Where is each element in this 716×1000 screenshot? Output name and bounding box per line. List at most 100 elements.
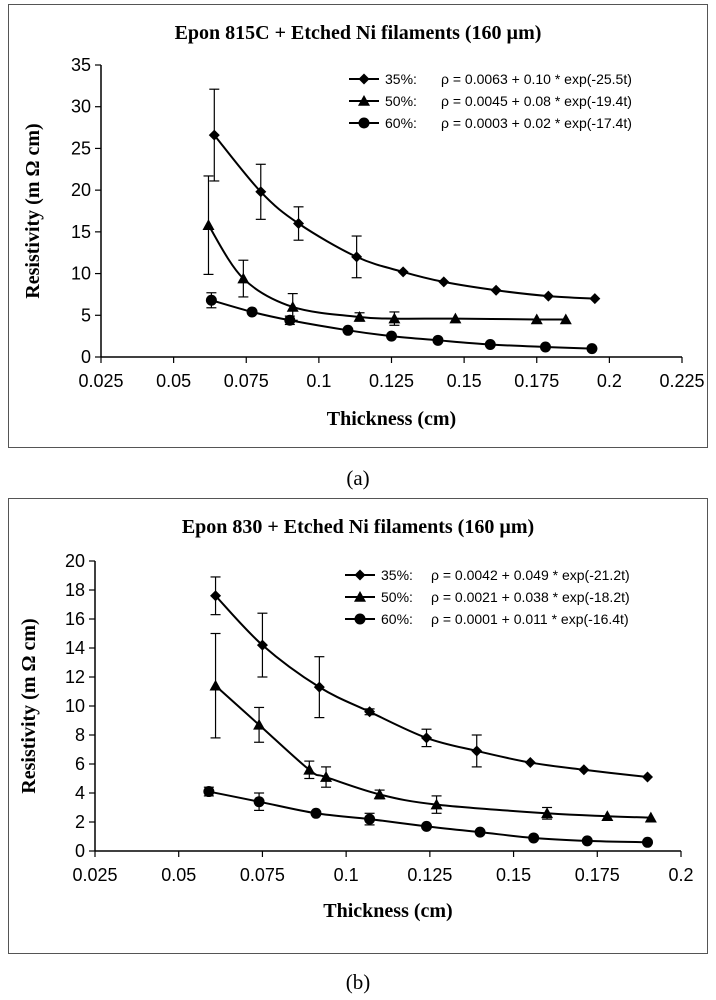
x-tick-label: 0.075 — [224, 371, 269, 391]
data-point-triangle — [320, 771, 333, 782]
series-0 — [210, 576, 654, 783]
data-point-circle — [586, 343, 598, 355]
data-point-diamond — [642, 771, 654, 783]
x-tick-label: 0.025 — [78, 371, 123, 391]
data-point-circle — [342, 324, 354, 336]
data-point-diamond — [490, 284, 502, 296]
y-tick-label: 0 — [81, 347, 91, 367]
data-point-diamond — [364, 706, 376, 718]
data-point-circle — [310, 807, 322, 819]
x-tick-label: 0.1 — [334, 865, 359, 885]
x-tick-label: 0.05 — [161, 865, 196, 885]
legend-name: 35%: — [385, 71, 417, 87]
y-tick-label: 4 — [75, 783, 85, 803]
x-tick-label: 0.2 — [597, 371, 622, 391]
data-point-diamond — [313, 681, 325, 693]
data-point-triangle — [644, 811, 657, 823]
data-point-diamond — [438, 276, 450, 288]
chart-title: Epon 830 + Etched Ni filaments (160 µm) — [182, 516, 534, 538]
data-point-diamond — [421, 732, 433, 744]
data-point-circle — [203, 786, 215, 798]
data-point-triangle — [430, 798, 443, 810]
y-tick-label: 12 — [65, 667, 85, 687]
x-axis-label: Thickness (cm) — [323, 900, 452, 922]
x-tick-label: 0.15 — [496, 865, 531, 885]
data-point-circle — [642, 836, 654, 848]
y-tick-label: 10 — [71, 264, 91, 284]
data-point-circle — [364, 813, 376, 825]
series-1 — [209, 632, 657, 823]
legend-equation: ρ = 0.0042 + 0.049 * exp(-21.2t) — [431, 567, 630, 583]
data-point-circle — [484, 338, 496, 350]
legend-marker-diamond — [354, 569, 366, 581]
data-point-diamond — [210, 590, 222, 602]
y-tick-label: 14 — [65, 638, 85, 658]
data-point-circle — [386, 330, 397, 342]
x-axis-label: Thickness (cm) — [327, 408, 456, 430]
series-2 — [205, 292, 598, 355]
series-line — [207, 224, 566, 321]
data-point-triangle — [541, 807, 554, 819]
x-tick-label: 0.175 — [575, 865, 620, 885]
x-tick-label: 0.075 — [240, 865, 285, 885]
data-point-circle — [474, 826, 486, 838]
data-point-triangle — [449, 312, 462, 324]
x-tick-label: 0.2 — [668, 865, 693, 885]
legend-marker-triangle — [358, 95, 370, 106]
data-point-triangle — [253, 718, 266, 730]
y-tick-label: 35 — [71, 55, 91, 75]
x-tick-label: 0.175 — [514, 371, 559, 391]
data-point-diamond — [578, 764, 590, 776]
legend-equation: ρ = 0.0045 + 0.08 * exp(-19.4t) — [441, 93, 632, 109]
data-point-diamond — [256, 639, 268, 651]
data-point-diamond — [208, 129, 220, 141]
data-point-circle — [432, 334, 444, 346]
y-tick-label: 6 — [75, 754, 85, 774]
data-point-diamond — [293, 218, 305, 230]
series-1 — [202, 175, 572, 326]
legend-equation: ρ = 0.0021 + 0.038 * exp(-18.2t) — [431, 589, 630, 605]
y-tick-label: 8 — [75, 725, 85, 745]
x-tick-label: 0.125 — [369, 371, 414, 391]
data-point-triangle — [209, 679, 222, 691]
y-tick-label: 20 — [71, 180, 91, 200]
y-tick-label: 5 — [81, 305, 91, 325]
chart-b-svg: Epon 830 + Etched Ni filaments (160 µm) 0… — [18, 516, 694, 922]
data-point-diamond — [351, 251, 363, 263]
y-tick-label: 30 — [71, 97, 91, 117]
data-point-triangle — [237, 272, 250, 284]
x-tick-label: 0.225 — [659, 371, 704, 391]
legend-marker-triangle — [354, 591, 366, 602]
data-point-circle — [205, 294, 217, 306]
chart-panel-b: Epon 830 + Etched Ni filaments (160 µm) 0… — [8, 498, 708, 954]
y-tick-label: 2 — [75, 812, 85, 832]
caption-a: (a) — [346, 466, 370, 490]
y-axis-label: Resistivity (m Ω cm) — [22, 123, 44, 298]
data-point-circle — [581, 835, 593, 847]
data-point-circle — [253, 796, 265, 808]
data-point-circle — [246, 306, 258, 318]
data-point-triangle — [388, 312, 401, 324]
data-point-circle — [421, 820, 433, 832]
data-point-diamond — [397, 266, 409, 278]
chart-a-svg: Epon 815C + Etched Ni filaments (160 µm)… — [22, 22, 705, 430]
data-point-triangle — [353, 310, 366, 322]
data-point-diamond — [542, 290, 554, 302]
data-point-triangle — [373, 788, 386, 800]
legend-name: 50%: — [385, 93, 417, 109]
series-line — [214, 684, 651, 819]
series-line — [211, 299, 592, 350]
y-tick-label: 18 — [65, 580, 85, 600]
data-point-triangle — [286, 300, 299, 312]
legend-marker-diamond — [358, 73, 370, 85]
x-tick-label: 0.025 — [72, 865, 117, 885]
legend-equation: ρ = 0.0001 + 0.011 * exp(-16.4t) — [431, 611, 629, 627]
legend-name: 60%: — [381, 611, 413, 627]
series-2 — [203, 786, 654, 848]
data-point-triangle — [559, 313, 572, 325]
y-tick-label: 16 — [65, 609, 85, 629]
x-tick-label: 0.125 — [407, 865, 452, 885]
x-tick-label: 0.15 — [447, 371, 482, 391]
y-tick-label: 20 — [65, 551, 85, 571]
series-line — [208, 790, 648, 844]
